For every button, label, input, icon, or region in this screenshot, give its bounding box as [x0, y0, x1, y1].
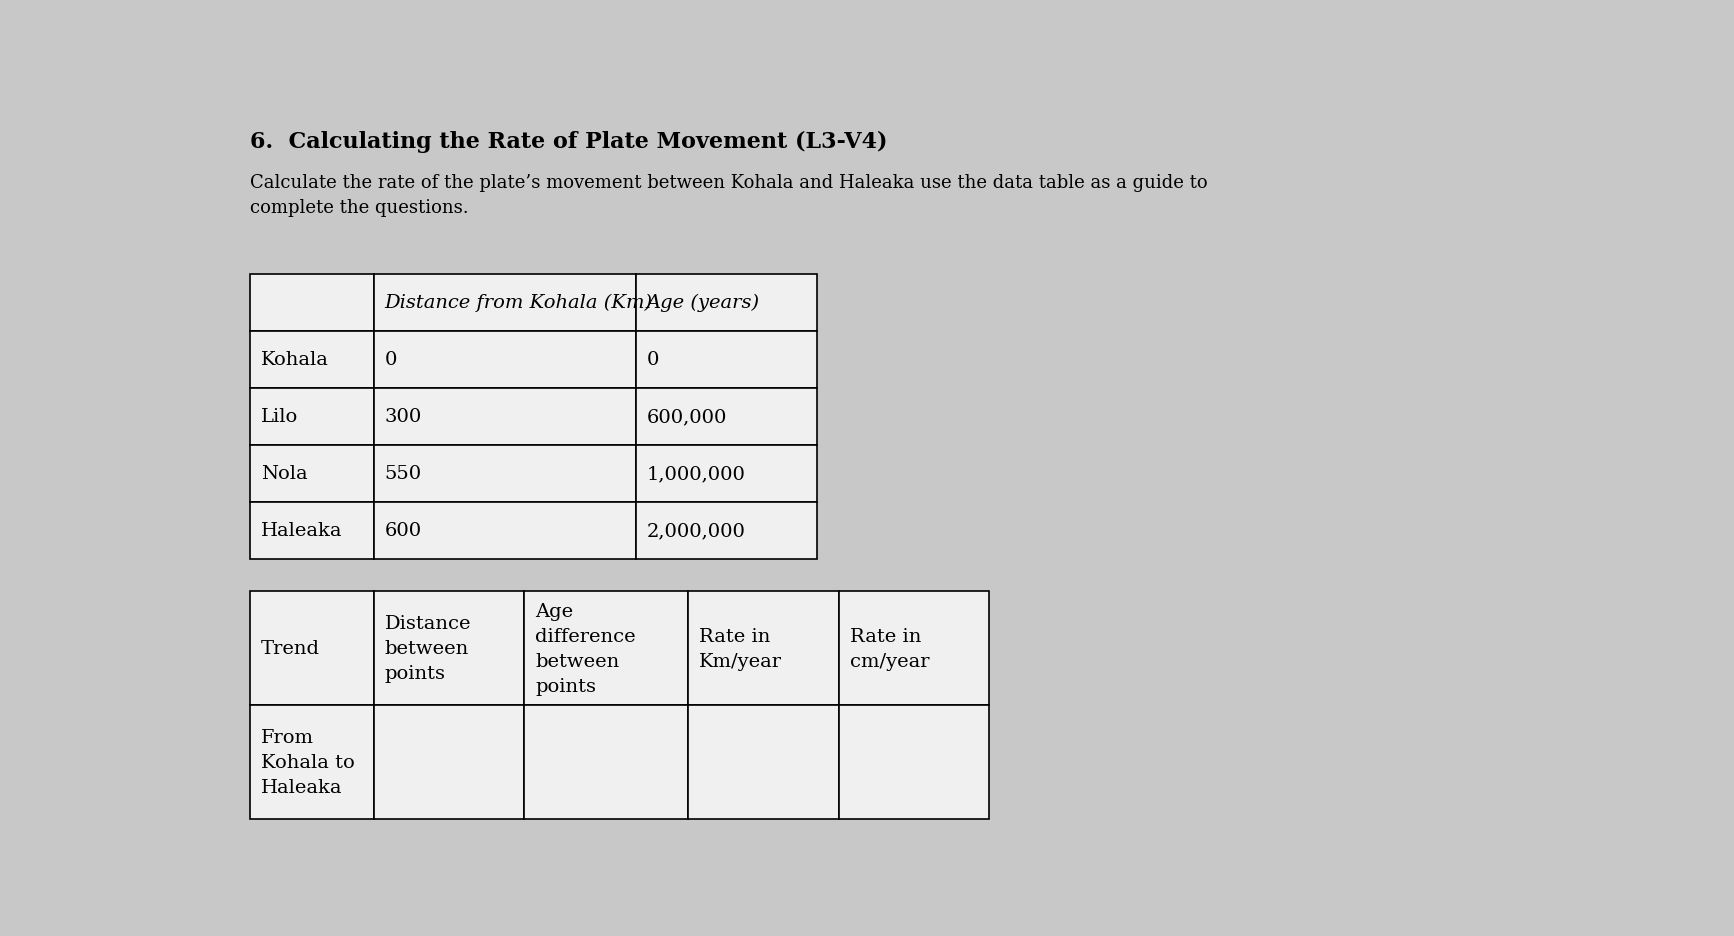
Text: Nola: Nola [262, 465, 307, 483]
Text: 550: 550 [385, 465, 421, 483]
Text: 1,000,000: 1,000,000 [647, 465, 746, 483]
Text: Distance from Kohala (Km): Distance from Kohala (Km) [385, 294, 654, 312]
Text: Kohala: Kohala [262, 351, 329, 369]
FancyBboxPatch shape [375, 274, 636, 331]
Text: 600,000: 600,000 [647, 408, 727, 426]
Text: Rate in
Km/year: Rate in Km/year [699, 627, 782, 670]
FancyBboxPatch shape [839, 592, 990, 705]
Text: 6.  Calculating the Rate of Plate Movement (L3-V4): 6. Calculating the Rate of Plate Movemen… [250, 130, 888, 153]
FancyBboxPatch shape [636, 503, 817, 559]
FancyBboxPatch shape [250, 592, 375, 705]
FancyBboxPatch shape [375, 503, 636, 559]
Text: 300: 300 [385, 408, 421, 426]
FancyBboxPatch shape [636, 446, 817, 503]
FancyBboxPatch shape [524, 705, 688, 819]
FancyBboxPatch shape [375, 705, 524, 819]
Text: Lilo: Lilo [262, 408, 298, 426]
FancyBboxPatch shape [250, 705, 375, 819]
Text: Calculate the rate of the plate’s movement between Kohala and Haleaka use the da: Calculate the rate of the plate’s moveme… [250, 173, 1209, 216]
Text: 2,000,000: 2,000,000 [647, 521, 746, 540]
Text: Rate in
cm/year: Rate in cm/year [850, 627, 929, 670]
FancyBboxPatch shape [375, 388, 636, 446]
FancyBboxPatch shape [375, 592, 524, 705]
FancyBboxPatch shape [636, 274, 817, 331]
Text: From
Kohala to
Haleaka: From Kohala to Haleaka [262, 728, 355, 796]
FancyBboxPatch shape [688, 592, 839, 705]
Text: Distance
between
points: Distance between points [385, 614, 472, 682]
FancyBboxPatch shape [250, 503, 375, 559]
FancyBboxPatch shape [688, 705, 839, 819]
Text: Age
difference
between
points: Age difference between points [536, 602, 636, 695]
Text: Trend: Trend [262, 639, 321, 657]
FancyBboxPatch shape [250, 331, 375, 388]
Text: Haleaka: Haleaka [262, 521, 343, 540]
Text: 0: 0 [647, 351, 659, 369]
FancyBboxPatch shape [250, 388, 375, 446]
FancyBboxPatch shape [375, 446, 636, 503]
FancyBboxPatch shape [636, 388, 817, 446]
Text: Age (years): Age (years) [647, 294, 759, 312]
Text: 0: 0 [385, 351, 397, 369]
FancyBboxPatch shape [839, 705, 990, 819]
FancyBboxPatch shape [250, 274, 375, 331]
FancyBboxPatch shape [636, 331, 817, 388]
FancyBboxPatch shape [375, 331, 636, 388]
FancyBboxPatch shape [524, 592, 688, 705]
FancyBboxPatch shape [250, 446, 375, 503]
Text: 600: 600 [385, 521, 421, 540]
